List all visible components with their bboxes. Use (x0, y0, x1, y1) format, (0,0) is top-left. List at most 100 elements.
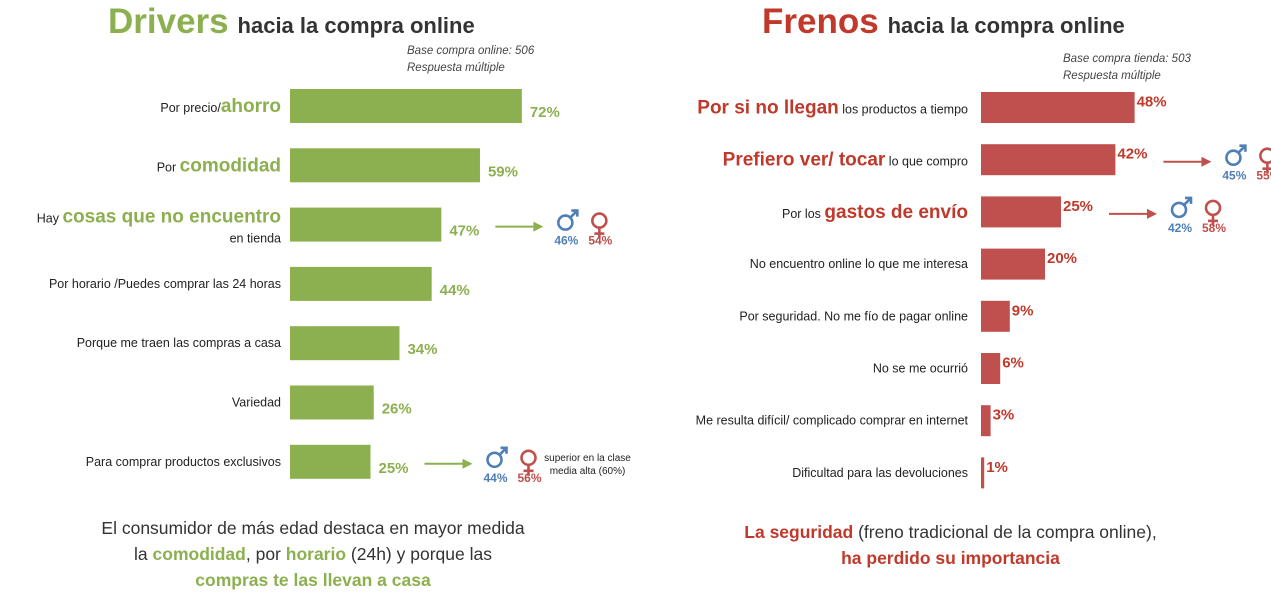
drivers-category-label: Hay cosas que no encuentro (37, 207, 281, 228)
frenos-bar (981, 353, 1001, 384)
drivers-footer-text-3: (24h) y porque las (346, 544, 492, 564)
drivers-base-line2: Respuesta múltiple (407, 62, 505, 74)
female-share-label: 54% (588, 234, 612, 248)
drivers-category-label: Por horario /Puedes comprar las 24 horas (49, 277, 281, 291)
category-label-text: No se me ocurrió (873, 362, 968, 376)
female-icon-ring (591, 212, 608, 229)
drivers-category-label: Por precio/ahorro (160, 96, 281, 117)
arrow-icon-head (1147, 208, 1157, 219)
drivers-row: 34% Porque me traen las compras a casa (77, 326, 438, 361)
category-label-text: los productos a tiempo (839, 103, 968, 117)
drivers-footer-text-2: , por (245, 544, 286, 564)
frenos-footer-highlight-1: La seguridad (744, 522, 854, 542)
drivers-footer-text-1: El consumidor de más edad destaca en may… (101, 518, 525, 564)
drivers-row: 25% Para comprar productos exclusivos (86, 444, 409, 479)
frenos-title-main: Frenos (762, 2, 879, 41)
frenos-footer-highlight-2: ha perdido su importancia (841, 548, 1060, 568)
drivers-bar (290, 207, 442, 242)
drivers-category-label: Variedad (232, 396, 281, 410)
category-label-highlight: Prefiero ver/ tocar (723, 150, 886, 171)
frenos-row: 3% Me resulta difícil/ complicado comprar… (696, 405, 1015, 437)
drivers-bar (290, 89, 522, 123)
drivers-title-main: Drivers (108, 2, 229, 41)
male-icon-ring (1170, 201, 1188, 219)
drivers-row: 44% Por horario /Puedes comprar las 24 ho… (49, 266, 470, 301)
frenos-category-label: Prefiero ver/ tocar lo que compro (723, 150, 968, 171)
frenos-bar (981, 248, 1045, 280)
drivers-title-subtitle: hacia la compra online (237, 13, 475, 38)
category-label-text: Por horario /Puedes comprar las 24 horas (49, 277, 281, 291)
category-label-text: Por seguridad. No me fío de pagar online (739, 309, 968, 323)
frenos-row: 1% Dificultad para las devoluciones (792, 457, 1008, 489)
frenos-value-label: 42% (1117, 146, 1147, 163)
drivers-base-line1: Base compra online: 506 (407, 45, 535, 57)
frenos-category-label: No encuentro online lo que me interesa (750, 257, 968, 271)
female-share-label: 56% (517, 471, 541, 485)
frenos-footer-note: La seguridad (freno tradicional de la co… (738, 519, 1163, 571)
drivers-category-label: Por comodidad (157, 155, 281, 176)
drivers-row: 59% Por comodidad (157, 148, 518, 183)
frenos-value-label: 3% (993, 407, 1015, 424)
frenos-value-label: 25% (1063, 198, 1093, 215)
frenos-bar (981, 92, 1135, 123)
male-icon-ring (1225, 149, 1242, 166)
category-label-text: Hay (37, 212, 63, 226)
arrow-icon-head (462, 458, 473, 469)
male-share-label: 45% (1222, 169, 1246, 183)
gender-note-line2: media alta (60%) (550, 466, 626, 477)
frenos-row: 9% Por seguridad. No me fío de pagar onli… (739, 300, 1034, 332)
frenos-value-label: 20% (1047, 250, 1077, 267)
female-icon-ring (520, 449, 537, 467)
category-label-text: Variedad (232, 396, 281, 410)
category-label-text: Me resulta difícil/ complicado comprar e… (696, 414, 969, 428)
category-label-highlight: Por si no llegan (697, 98, 838, 119)
male-icon-ring (486, 451, 503, 469)
category-label-text: Por precio/ (160, 101, 221, 115)
frenos-category-label: No se me ocurrió (873, 362, 968, 376)
male-share-label: 46% (554, 234, 578, 248)
female-share-label: 55% (1256, 169, 1271, 183)
drivers-base-note: Base compra online: 506 Respuesta múltip… (407, 43, 534, 77)
category-label-text: lo que compro (885, 155, 968, 169)
drivers-gender-split: 46% 54% (495, 209, 613, 248)
drivers-value-label: 59% (488, 163, 518, 180)
gender-note-line1: superior en la clase (544, 453, 631, 464)
category-label-text: Por (157, 160, 180, 174)
female-share-label: 58% (1202, 221, 1226, 235)
drivers-value-label: 44% (440, 282, 470, 299)
frenos-category-label: Por los gastos de envío (782, 202, 968, 223)
category-label-text: Por los (782, 207, 824, 221)
frenos-footer-text-1: (freno tradicional de la compra online), (853, 522, 1157, 542)
male-icon-tip (500, 446, 508, 454)
frenos-row: 42% Prefiero ver/ tocar lo que compro (723, 144, 1147, 176)
frenos-title-subtitle: hacia la compra online (887, 13, 1125, 38)
frenos-value-label: 48% (1137, 94, 1167, 111)
category-label-text: Dificultad para las devoluciones (792, 466, 968, 480)
drivers-value-label: 47% (449, 223, 479, 240)
frenos-category-label: Por seguridad. No me fío de pagar online (739, 309, 968, 323)
drivers-category-label-line2: en tienda (230, 232, 281, 246)
drivers-category-label: Para comprar productos exclusivos (86, 455, 281, 469)
drivers-category-label: Porque me traen las compras a casa (77, 336, 281, 350)
drivers-bar (290, 444, 371, 479)
frenos-value-label: 6% (1002, 355, 1024, 372)
drivers-footer-note: El consumidor de más edad destaca en may… (98, 515, 528, 593)
arrow-icon-head (1201, 156, 1212, 167)
female-icon-ring (1259, 147, 1271, 164)
category-label-highlight: cosas que no encuentro (62, 207, 281, 228)
drivers-bar (290, 266, 432, 301)
drivers-value-label: 25% (379, 460, 409, 477)
frenos-value-label: 1% (986, 459, 1008, 476)
frenos-value-label: 9% (1012, 302, 1034, 319)
frenos-category-label: Dificultad para las devoluciones (792, 466, 968, 480)
male-share-label: 44% (483, 471, 507, 485)
drivers-value-label: 72% (530, 104, 560, 121)
category-label-highlight: comodidad (180, 155, 281, 176)
frenos-row: 25% Por los gastos de envío (782, 196, 1093, 228)
drivers-bar (290, 385, 374, 420)
male-icon-ring (557, 214, 574, 231)
frenos-category-label: Me resulta difícil/ complicado comprar e… (696, 414, 969, 428)
drivers-row: 72% Por precio/ahorro (160, 89, 560, 123)
drivers-footer-highlight-3: compras te las llevan a casa (195, 570, 431, 590)
frenos-gender-split: 45% 55% (1163, 144, 1271, 183)
